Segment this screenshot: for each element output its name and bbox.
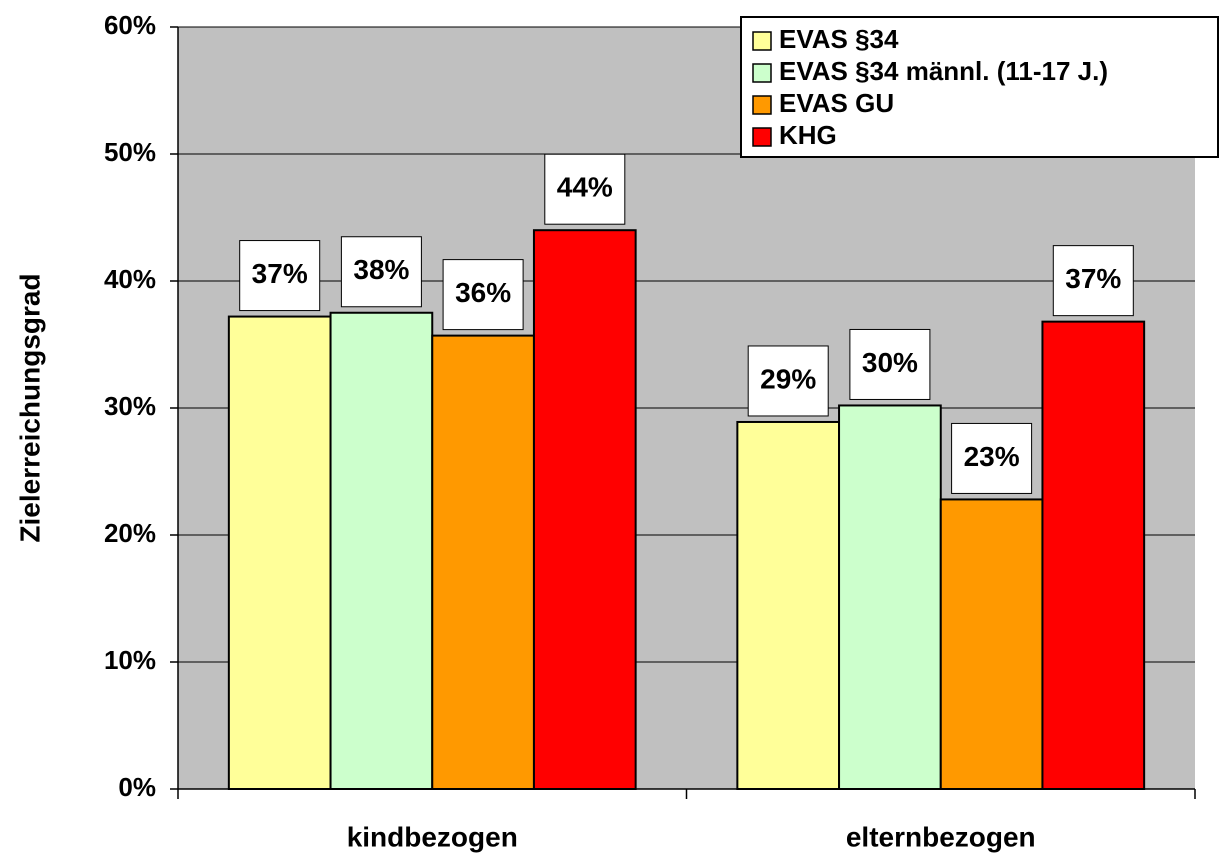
y-tick-label: 60%: [104, 10, 156, 40]
bar: [227, 315, 332, 790]
value-label: 23%: [964, 441, 1020, 472]
y-tick-label: 20%: [104, 518, 156, 548]
legend-label: KHG: [779, 120, 837, 150]
value-label-box: [442, 259, 524, 331]
bar: [736, 420, 841, 790]
y-axis-title: Zielerreichungsgrad: [14, 273, 45, 542]
value-label-box: [849, 328, 931, 400]
bar: [939, 498, 1044, 790]
value-label-box: [951, 422, 1033, 494]
bar: [838, 404, 942, 790]
value-label: 37%: [252, 258, 308, 289]
bar: [1041, 320, 1146, 790]
legend-swatch: [752, 127, 772, 147]
legend-label: EVAS §34 männl. (11-17 J.): [779, 56, 1108, 86]
value-label-box: [239, 240, 321, 312]
bar: [532, 229, 637, 790]
value-label: 38%: [353, 254, 409, 285]
value-label-box: [544, 153, 626, 225]
value-label-box: [1052, 245, 1134, 317]
y-tick-label: 10%: [104, 645, 156, 675]
value-label: 44%: [557, 172, 613, 203]
x-tick-label: elternbezogen: [846, 821, 1036, 852]
y-tick-label: 30%: [104, 391, 156, 421]
value-label-box: [747, 345, 829, 417]
value-label: 30%: [862, 347, 918, 378]
y-tick-label: 0%: [118, 772, 156, 802]
value-label: 37%: [1065, 263, 1121, 294]
legend-swatch: [752, 31, 772, 51]
value-label: 29%: [760, 363, 816, 394]
y-tick-label: 40%: [104, 264, 156, 294]
legend-label: EVAS §34: [779, 24, 899, 54]
bar: [431, 334, 535, 790]
x-tick-label: kindbezogen: [347, 821, 518, 852]
value-label-box: [340, 236, 422, 308]
legend-box: [740, 16, 1219, 158]
legend-swatch: [752, 95, 772, 115]
y-tick-label: 50%: [104, 137, 156, 167]
legend-swatch: [752, 63, 772, 83]
value-label: 36%: [455, 277, 511, 308]
bar: [329, 311, 434, 790]
legend-label: EVAS GU: [779, 88, 894, 118]
